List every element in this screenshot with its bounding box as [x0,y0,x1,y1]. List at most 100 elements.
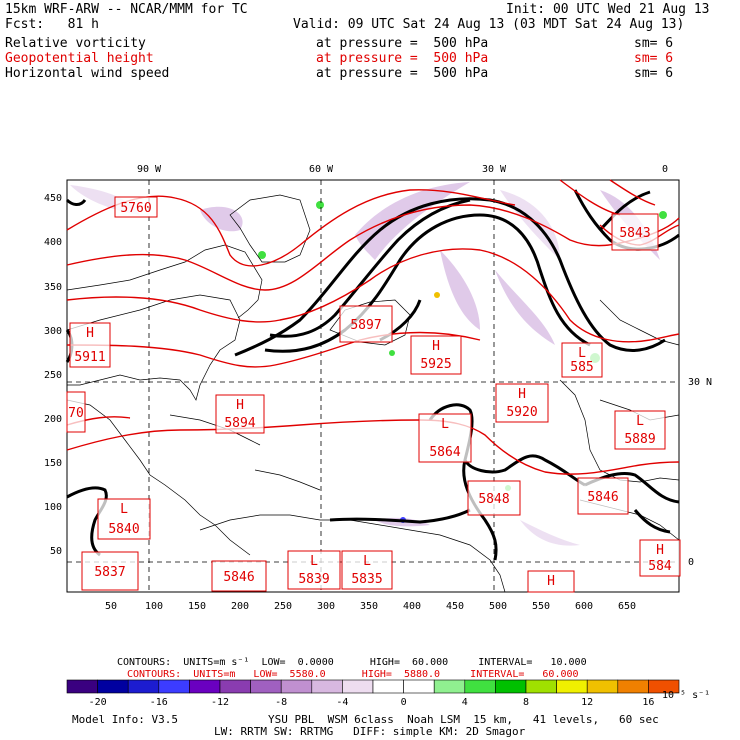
colorbar-swatch [66,679,98,694]
colorbar-swatch [403,679,435,694]
field-name-wind: Horizontal wind speed [5,66,170,81]
colorbar-swatch [219,679,251,694]
x-axis-ticks: 50 100 150 200 250 300 350 400 450 500 550 600 650 [105,601,636,612]
height-label-value: 5925 [420,357,451,372]
colorbar-swatch [648,679,680,694]
height-label-box: L 5835 [341,550,393,590]
field-name-vorticity: Relative vorticity [5,36,146,51]
x-tick-label: 150 [188,601,206,612]
colorbar-swatch [97,679,129,694]
x-tick-label: 400 [403,601,421,612]
height-label-box: L 5840 [97,498,151,540]
height-label-value: 5846 [223,570,254,585]
lat-label-0: 0 [688,557,694,568]
model-title: 15km WRF-ARW -- NCAR/MMM for TC [5,2,248,17]
colorbar-tick-label: 4 [461,697,468,708]
x-tick-label: 100 [145,601,163,612]
x-tick-label: 350 [360,601,378,612]
model-info: Model Info: V3.5 [72,713,178,726]
height-label-letter: L [310,554,318,569]
y-tick-label: 400 [44,237,62,248]
colorbar-swatch [372,679,404,694]
init-time: Init: 00 UTC Wed 21 Aug 13 [506,2,710,17]
y-axis-ticks: 50 100 150 200 250 300 350 400 450 [44,193,62,557]
height-labels: 5760H591158435897H5925L58570H5894H5920L5… [66,196,681,593]
field-smooth-geopotential: sm= 6 [634,51,674,66]
x-tick-label: 200 [231,601,249,612]
colorbar-swatch [464,679,496,694]
height-label-box: H [527,570,575,593]
colorbar-tick-label: 12 [581,697,594,708]
height-label-letter: H [432,339,440,354]
colorbar-swatch [433,679,466,694]
colorbar-tick-label: -20 [88,697,107,708]
colorbar-units: 10⁻⁵ s⁻¹ [662,690,711,701]
y-tick-label: 350 [44,282,62,293]
height-label-value: 5835 [351,572,382,587]
x-tick-label: 650 [618,601,636,612]
height-label-box: L 5839 [287,550,341,590]
height-label-box: 5846 [211,560,267,592]
forecast-hour: Fcst: 81 h [5,17,99,32]
height-label-box: L 5889 [614,410,666,450]
height-label-value: 5839 [298,572,329,587]
physics-info-line1: YSU PBL WSM 6class Noah LSM 15 km, 41 le… [268,713,659,726]
height-label-box: H 5894 [215,394,265,434]
y-tick-label: 50 [50,546,62,557]
field-level-geopotential: at pressure = 500 hPa [316,51,489,66]
height-label-letter: H [518,387,526,402]
height-label-box: H 5925 [410,335,462,375]
colorbar-swatch [127,679,160,694]
x-tick-label: 300 [317,601,335,612]
x-tick-label: 450 [446,601,464,612]
height-label-box: 5837 [81,551,139,591]
height-label-value: 5920 [506,405,537,420]
height-label-box: 5848 [467,480,521,516]
lat-label-30n: 30 N [688,377,712,388]
y-tick-label: 300 [44,326,62,337]
valid-time: Valid: 09 UTC Sat 24 Aug 13 (03 MDT Sat … [293,17,685,32]
y-tick-label: 150 [44,458,62,469]
colorbar-swatch [280,679,313,694]
height-label-box: 70 [66,391,86,433]
lon-label-90w: 90 W [137,164,162,175]
height-label-letter: H [547,574,555,589]
height-label-value: 5848 [478,492,509,507]
height-label-box: 5846 [577,477,629,515]
height-label-letter: H [236,398,244,413]
field-level-vorticity: at pressure = 500 hPa [316,36,489,51]
height-label-letter: H [656,543,664,558]
wind-contours-info: CONTOURS: UNITS=m s⁻¹ LOW= 0.0000 HIGH= … [117,657,587,668]
height-label-letter: H [86,326,94,341]
height-label-letter: L [636,414,644,429]
plot-frame [66,179,680,593]
x-tick-label: 600 [575,601,593,612]
height-label-value: 5864 [429,445,460,460]
y-tick-label: 450 [44,193,62,204]
colorbar-tick-label: 16 [642,697,655,708]
height-label-value: 585 [570,360,593,375]
colorbar-tick-label: -12 [210,697,230,708]
height-label-letter: L [363,554,371,569]
colorbar-swatch [495,679,527,694]
colorbar-swatch [311,679,343,694]
colorbar-swatch [158,679,190,694]
height-label-value: 5911 [74,350,105,365]
colorbar-tick-label: -8 [275,697,288,708]
height-label-value: 5889 [624,432,655,447]
field-name-geopotential: Geopotential height [5,51,154,66]
colorbar-swatch [250,679,282,694]
height-label-letter: L [120,502,128,517]
x-tick-label: 500 [489,601,507,612]
colorbar-tick-label: -16 [149,697,168,708]
colorbar-swatch [556,679,588,694]
height-contours-info: CONTOURS: UNITS=m LOW= 5580.0 HIGH= 5880… [127,669,579,680]
colorbar-tick-label: 8 [522,697,530,708]
field-level-wind: at pressure = 500 hPa [316,66,489,81]
height-label-letter: L [441,417,449,432]
height-label-box: 5843 [611,213,659,251]
height-label-value: 5894 [224,416,255,431]
colorbar-swatch [525,679,557,694]
y-tick-label: 100 [44,502,62,513]
height-label-box: H 5920 [495,383,549,423]
